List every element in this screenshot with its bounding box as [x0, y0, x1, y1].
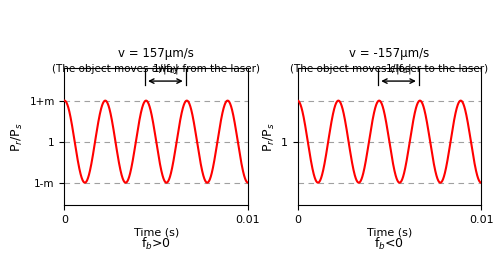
Text: v = 157μm/s: v = 157μm/s: [119, 48, 194, 60]
Text: 1/|f$_\mathrm{b}$|: 1/|f$_\mathrm{b}$|: [385, 62, 412, 76]
X-axis label: Time (s): Time (s): [367, 228, 412, 238]
X-axis label: Time (s): Time (s): [133, 228, 179, 238]
Y-axis label: P$_r$/P$_s$: P$_r$/P$_s$: [261, 122, 277, 152]
Text: v = -157μm/s: v = -157μm/s: [349, 48, 430, 60]
Text: (The object moves away from the laser): (The object moves away from the laser): [52, 64, 260, 74]
Text: (The object moves closer to the laser): (The object moves closer to the laser): [290, 64, 489, 74]
Text: 1/|f$_\mathrm{b}$|: 1/|f$_\mathrm{b}$|: [152, 62, 179, 76]
Y-axis label: P$_r$/P$_s$: P$_r$/P$_s$: [10, 122, 25, 152]
Text: f$_b$<0: f$_b$<0: [374, 236, 404, 252]
Text: f$_b$>0: f$_b$>0: [141, 236, 171, 252]
